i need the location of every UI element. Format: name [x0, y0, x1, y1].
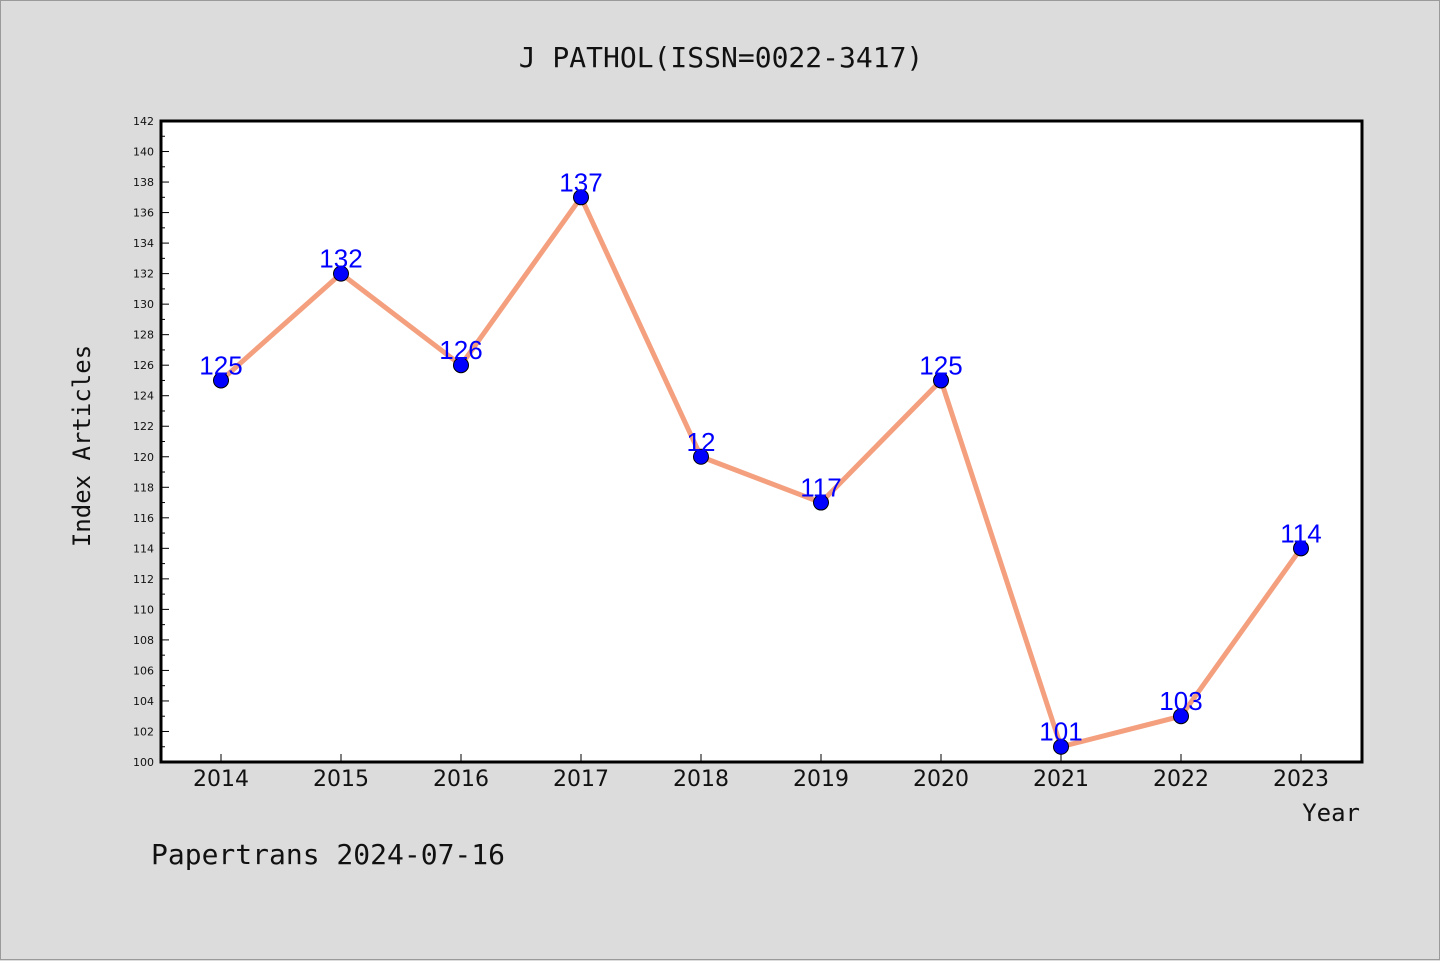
y-tick-label: 124	[133, 390, 154, 403]
series-line	[213, 189, 1309, 755]
y-tick-label: 142	[133, 115, 154, 128]
y-tick-label: 102	[133, 725, 154, 738]
y-tick-label: 136	[133, 207, 154, 220]
data-label: 125	[919, 350, 962, 380]
data-point	[813, 494, 829, 511]
x-tick-label: 2018	[673, 767, 729, 792]
y-tick-label: 134	[133, 237, 154, 250]
y-tick-label: 114	[133, 542, 154, 555]
x-tick-label: 2021	[1033, 767, 1089, 792]
y-tick-label: 128	[133, 329, 154, 342]
data-point	[1293, 540, 1309, 557]
y-tick-label: 122	[133, 420, 154, 433]
data-label: 137	[559, 167, 602, 197]
y-tick-label: 138	[133, 176, 154, 189]
y-tick-label: 100	[133, 756, 154, 769]
y-tick-label: 116	[133, 512, 154, 525]
series-polyline	[219, 194, 1304, 750]
data-label: 117	[800, 473, 841, 503]
data-labels: 125 132 126 137 12 117 125 101 103 114	[199, 167, 1321, 746]
y-tick-label: 118	[133, 481, 154, 494]
y-tick-label: 104	[133, 695, 154, 708]
x-tick-label: 2022	[1153, 767, 1209, 792]
data-point	[333, 265, 349, 282]
y-tick-label: 132	[133, 268, 154, 281]
y-tick-label: 126	[133, 359, 154, 372]
x-axis: 2014 2015 2016 2017 2018 2019 2020 2021 2022 2023	[193, 754, 1329, 792]
x-tick-label: 2014	[193, 767, 249, 792]
x-tick-label: 2017	[553, 767, 609, 792]
y-tick-label: 120	[133, 451, 154, 464]
chart-title: J PATHOL(ISSN=0022-3417)	[519, 41, 924, 74]
data-point	[213, 372, 229, 389]
plot-area	[159, 119, 1364, 764]
y-tick-label: 110	[133, 603, 154, 616]
x-axis-label: Year	[1302, 799, 1360, 827]
data-point	[573, 189, 589, 206]
y-tick-label: 140	[133, 146, 154, 159]
data-point	[453, 357, 469, 374]
y-axis-label: Index Articles	[68, 345, 96, 547]
x-tick-label: 2016	[433, 767, 489, 792]
data-label: 126	[439, 335, 482, 365]
y-tick-label: 112	[133, 573, 154, 586]
x-tick-label: 2019	[793, 767, 849, 792]
data-label: 114	[1280, 518, 1321, 548]
data-label: 12	[687, 427, 716, 457]
data-point	[1173, 708, 1189, 725]
x-tick-label: 2015	[313, 767, 369, 792]
x-tick-label: 2020	[913, 767, 969, 792]
data-label: 132	[319, 244, 362, 274]
data-point	[693, 448, 709, 465]
data-label: 103	[1159, 686, 1202, 716]
data-label: 125	[199, 350, 242, 380]
y-tick-label: 108	[133, 634, 154, 647]
y-axis: 100 102 104 106 108 110 112 114 116 118 120 122 124 1…	[133, 115, 169, 769]
y-tick-label: 130	[133, 298, 154, 311]
data-label: 101	[1039, 717, 1082, 747]
x-tick-label: 2023	[1273, 767, 1329, 792]
y-tick-label: 106	[133, 664, 154, 677]
footer-stamp: Papertrans 2024-07-16	[151, 838, 505, 871]
data-point	[933, 372, 949, 389]
data-point	[1053, 738, 1069, 755]
